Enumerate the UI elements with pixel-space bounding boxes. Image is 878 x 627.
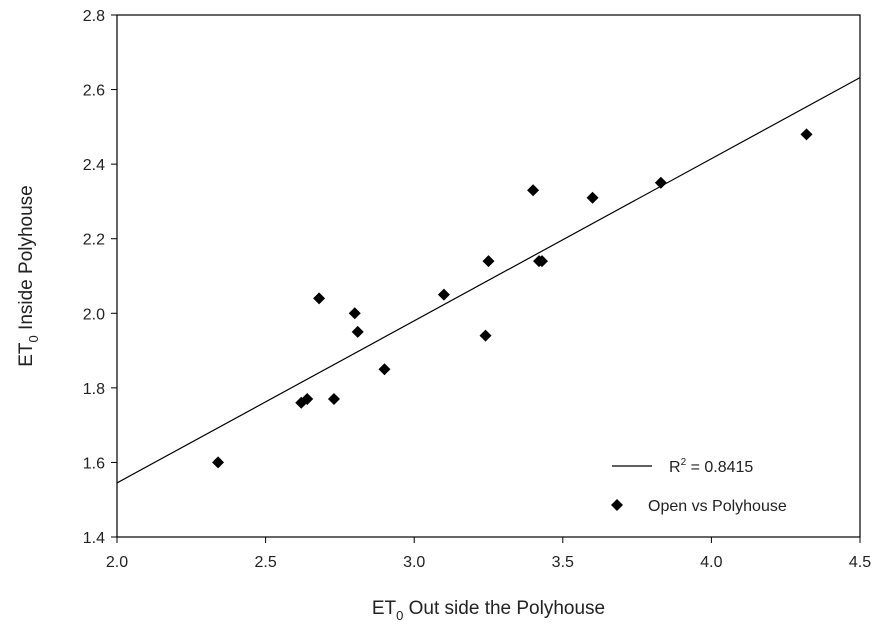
data-point [301, 393, 314, 406]
x-axis-title: ET0 Out side the Polyhouse [372, 598, 605, 623]
data-point [482, 255, 495, 268]
y-tick-label: 1.6 [83, 455, 105, 472]
legend-r-squared-label: R2 = 0.8415 [669, 457, 753, 476]
x-tick-label: 4.5 [849, 554, 871, 571]
x-tick-label: 3.5 [552, 554, 574, 571]
data-point [479, 329, 492, 342]
data-point [313, 292, 326, 305]
data-point [586, 191, 599, 204]
data-point [378, 363, 391, 376]
y-axis-title: ET0 Inside Polyhouse [16, 185, 41, 367]
data-point [327, 393, 340, 406]
y-tick-label: 2.6 [83, 83, 105, 100]
data-point [348, 307, 361, 320]
y-tick-label: 2.2 [83, 232, 105, 249]
y-tick-label: 1.4 [83, 530, 105, 547]
plot-frame [116, 14, 861, 538]
data-point [212, 456, 225, 469]
y-tick-label: 2.0 [83, 306, 105, 323]
y-tick-label: 1.8 [83, 381, 105, 398]
data-point [800, 128, 813, 141]
data-point [351, 325, 364, 338]
y-axis-ticks: 1.4 1.6 1.8 2.0 2.2 2.4 2.6 2.8 [83, 8, 117, 547]
data-point [437, 288, 450, 301]
x-axis-ticks: 2.0 2.5 3.0 3.5 4.0 4.5 [106, 537, 871, 571]
data-points [212, 128, 813, 469]
legend: R2 = 0.8415 Open vs Polyhouse [611, 457, 787, 515]
x-tick-label: 2.0 [106, 554, 128, 571]
x-tick-label: 2.5 [254, 554, 276, 571]
x-tick-label: 4.0 [700, 554, 722, 571]
data-point [535, 255, 548, 268]
data-point [654, 176, 667, 189]
legend-series-label: Open vs Polyhouse [648, 498, 787, 515]
x-tick-label: 3.0 [403, 554, 425, 571]
y-tick-label: 2.8 [83, 8, 105, 25]
trendline [116, 77, 861, 484]
legend-diamond-marker [611, 499, 623, 511]
data-point [527, 184, 540, 197]
y-tick-label: 2.4 [83, 157, 105, 174]
